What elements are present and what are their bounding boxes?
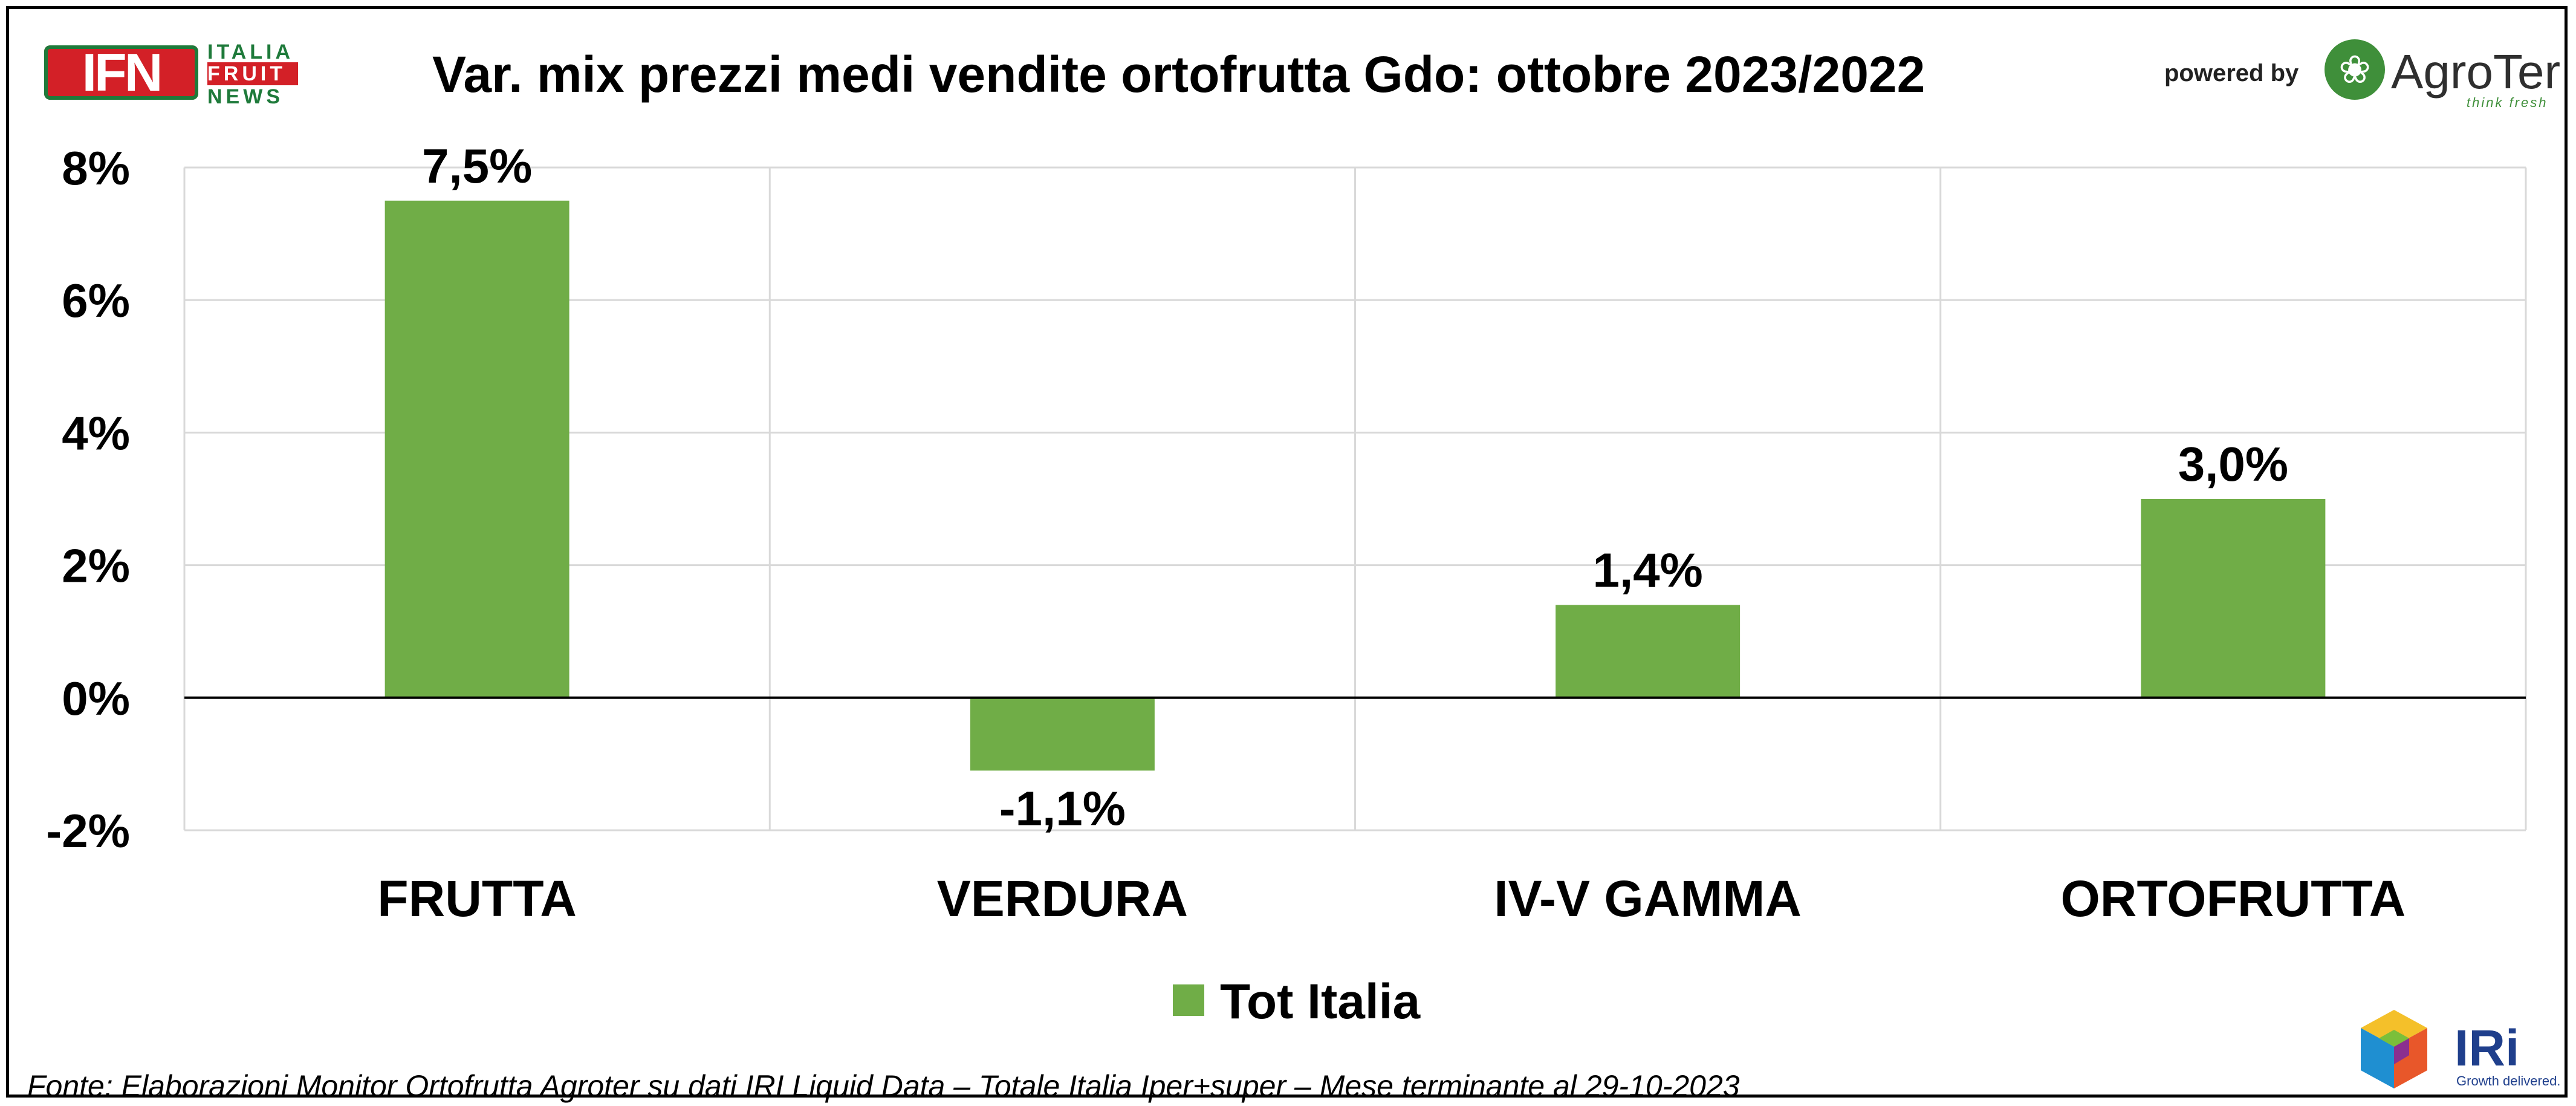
ifn-logo-line-3: NEWS [207,85,284,108]
agroter-tagline: think fresh [2467,95,2548,110]
x-category-label: FRUTTA [377,870,577,927]
legend-label: Tot Italia [1220,974,1421,1029]
axis-layer: -2% 0% 2% 4% 6% 8% FRUTTA VERDURA IV-V GAMMA ORTO… [46,142,2526,927]
ifn-logo: IFN ITALIA FRUIT NEWS [44,38,304,111]
x-category-label: ORTOFRUTTA [2060,870,2406,927]
agroter-logo: ❀ AgroTer think fresh [2325,39,2560,110]
x-category-label: IV-V GAMMA [1494,870,1802,927]
chart-frame: IFN ITALIA FRUIT NEWS Var. mix prezzi me… [6,6,2568,1103]
cube-icon [2361,1010,2427,1088]
y-tick-label: -2% [46,804,130,857]
chart-title: Var. mix prezzi medi vendite ortofrutta … [432,46,1926,103]
data-label: 1,4% [1592,543,1702,597]
y-tick-label: 8% [62,142,130,195]
bar-chart: 7,5% -1,1% 1,4% 3,0% -2% 0% 2% 4% 6% 8% FRUTTA VER… [46,139,2527,927]
legend-swatch [1173,984,1204,1016]
data-label: 7,5% [422,139,532,193]
y-tick-label: 0% [62,672,130,725]
x-category-label: VERDURA [937,870,1188,927]
iri-tagline: Growth delivered. [2456,1073,2561,1088]
bar [1556,605,1741,698]
ifn-logo-line-1: ITALIA [207,41,294,63]
data-label: -1,1% [999,781,1126,835]
bar [970,697,1155,771]
data-label: 3,0% [2178,437,2288,491]
tree-icon: ❀ [2325,39,2385,100]
ifn-logo-mark: IFN [44,45,198,100]
y-tick-label: 2% [62,539,130,593]
iri-logo: IRi Growth delivered. [2355,1007,2572,1104]
agroter-name: AgroTer [2391,45,2561,99]
label-layer: 7,5% -1,1% 1,4% 3,0% [422,139,2288,836]
powered-by-label: powered by [2164,60,2299,86]
grid-layer [183,166,2527,831]
bar [384,200,569,698]
bar [2141,499,2326,698]
y-tick-label: 4% [62,406,130,460]
bar-layer [384,200,2326,771]
y-tick-label: 6% [62,274,130,327]
ifn-logo-line-2: FRUIT [207,62,298,85]
source-note: Fonte: Elaborazioni Monitor Ortofrutta A… [27,1069,1740,1103]
iri-name: IRi [2454,1020,2520,1076]
